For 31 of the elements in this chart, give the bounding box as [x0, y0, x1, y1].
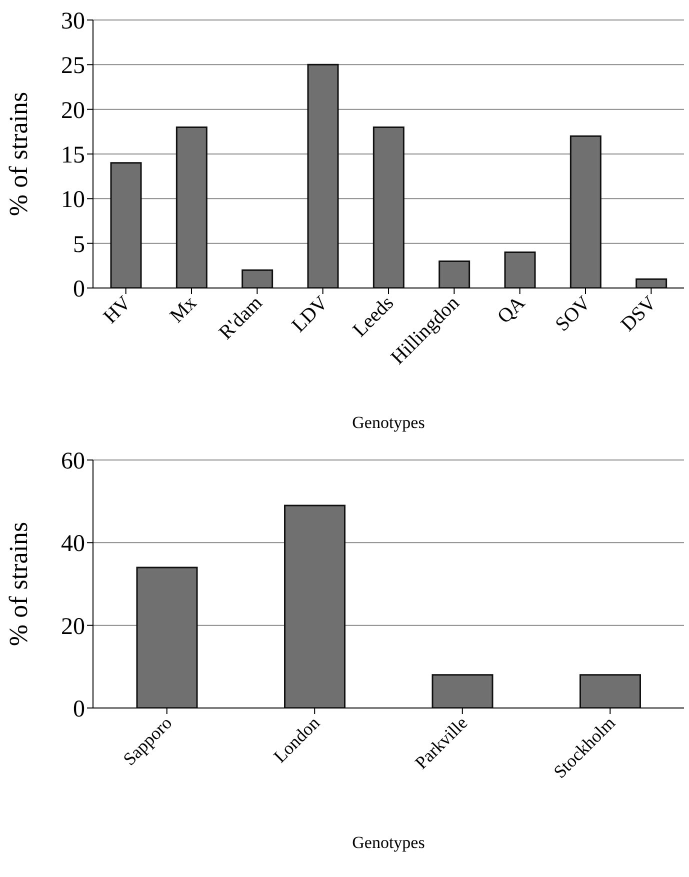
- bar: [504, 252, 536, 288]
- y-tick-label: 30: [61, 8, 85, 35]
- x-axis-title: Genotypes: [352, 413, 425, 432]
- x-tick-label: HV: [99, 292, 136, 328]
- bar: [636, 278, 668, 288]
- y-tick-label: 10: [61, 187, 85, 214]
- bar: [580, 674, 641, 708]
- y-tick-label: 60: [61, 448, 85, 475]
- y-tick-label: 0: [73, 696, 85, 723]
- y-tick-label: 20: [61, 98, 85, 124]
- y-tick-label: 0: [73, 276, 85, 303]
- x-tick-label: Mx: [166, 292, 202, 328]
- bar: [307, 64, 339, 288]
- y-axis-title: % of strains: [4, 92, 34, 216]
- bar: [136, 566, 198, 708]
- bar: [242, 269, 274, 288]
- y-tick-label: 20: [61, 614, 85, 640]
- bar: [570, 135, 602, 288]
- y-tick-label: 40: [61, 531, 85, 558]
- x-tick-label: QA: [493, 292, 530, 328]
- y-tick-label: 25: [61, 53, 85, 80]
- x-axis-title: Genotypes: [352, 833, 425, 852]
- y-tick-label: 5: [73, 232, 85, 258]
- bar: [284, 504, 346, 708]
- y-tick-label: 15: [61, 142, 85, 169]
- bar: [432, 674, 494, 708]
- bar: [176, 126, 208, 288]
- bar: [110, 162, 142, 288]
- bar: [438, 260, 470, 288]
- bar: [372, 126, 404, 288]
- y-axis-title: % of strains: [4, 522, 34, 646]
